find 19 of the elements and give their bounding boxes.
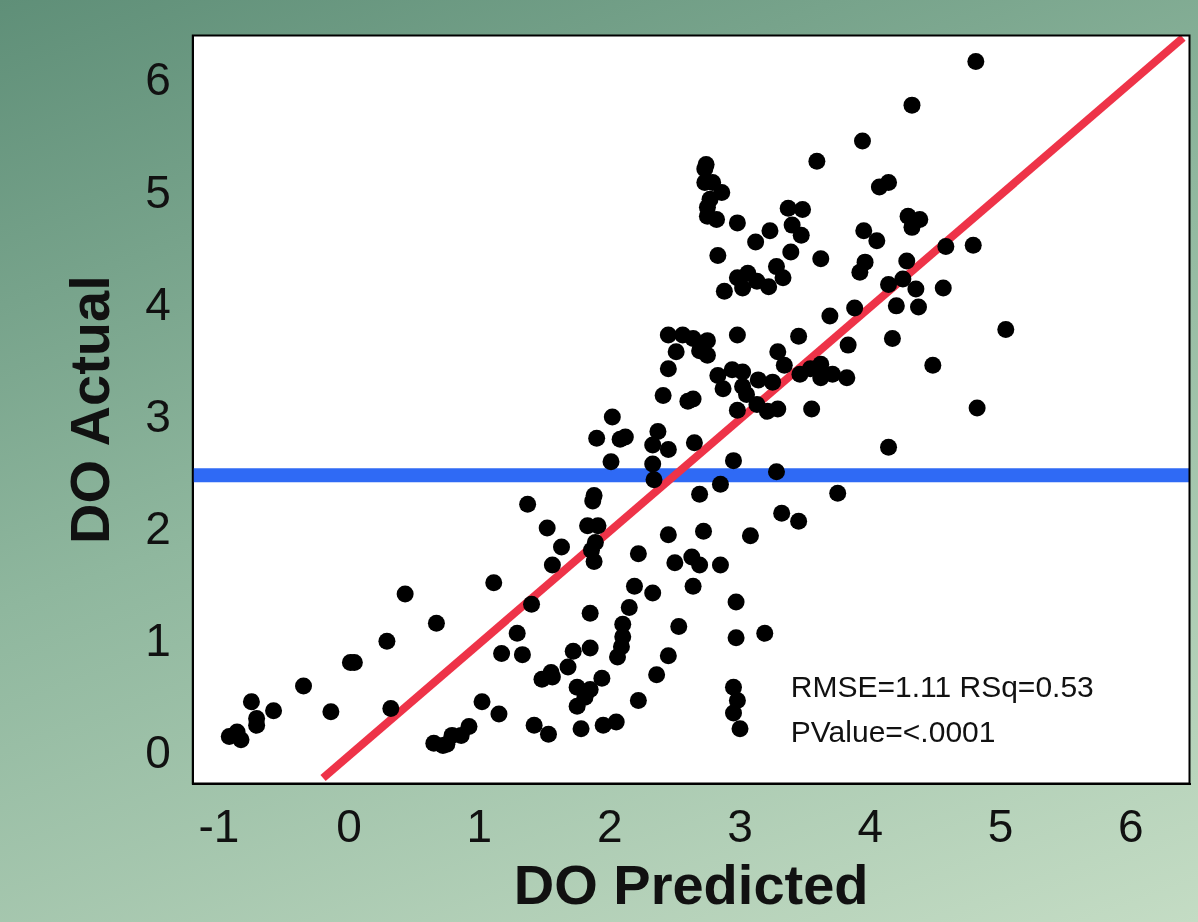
y-axis-title: DO Actual	[58, 275, 122, 544]
y-tick-label: 3	[145, 389, 171, 442]
y-tick-label: 2	[145, 501, 171, 554]
y-tick-label: 0	[145, 726, 171, 779]
y-tick-label: 5	[145, 165, 171, 218]
x-tick-label: -1	[198, 799, 240, 852]
annotation: RMSE=1.11 RSq=0.53	[790, 669, 1094, 703]
x-tick-label: 0	[336, 799, 362, 852]
x-tick-label: 4	[857, 799, 884, 852]
x-tick-label: 6	[1118, 799, 1144, 852]
x-tick-label: 3	[727, 799, 753, 852]
x-tick-label: 1	[466, 799, 493, 852]
x-tick-label: 2	[596, 799, 623, 852]
y-tick-label: 1	[145, 614, 171, 667]
x-tick-label: 5	[987, 799, 1014, 852]
y-tick-label: 4	[145, 277, 171, 330]
annotation: PValue=<.0001	[790, 714, 996, 748]
y-tick-label: 6	[145, 53, 171, 106]
x-axis-title: DO Predicted	[513, 852, 869, 916]
